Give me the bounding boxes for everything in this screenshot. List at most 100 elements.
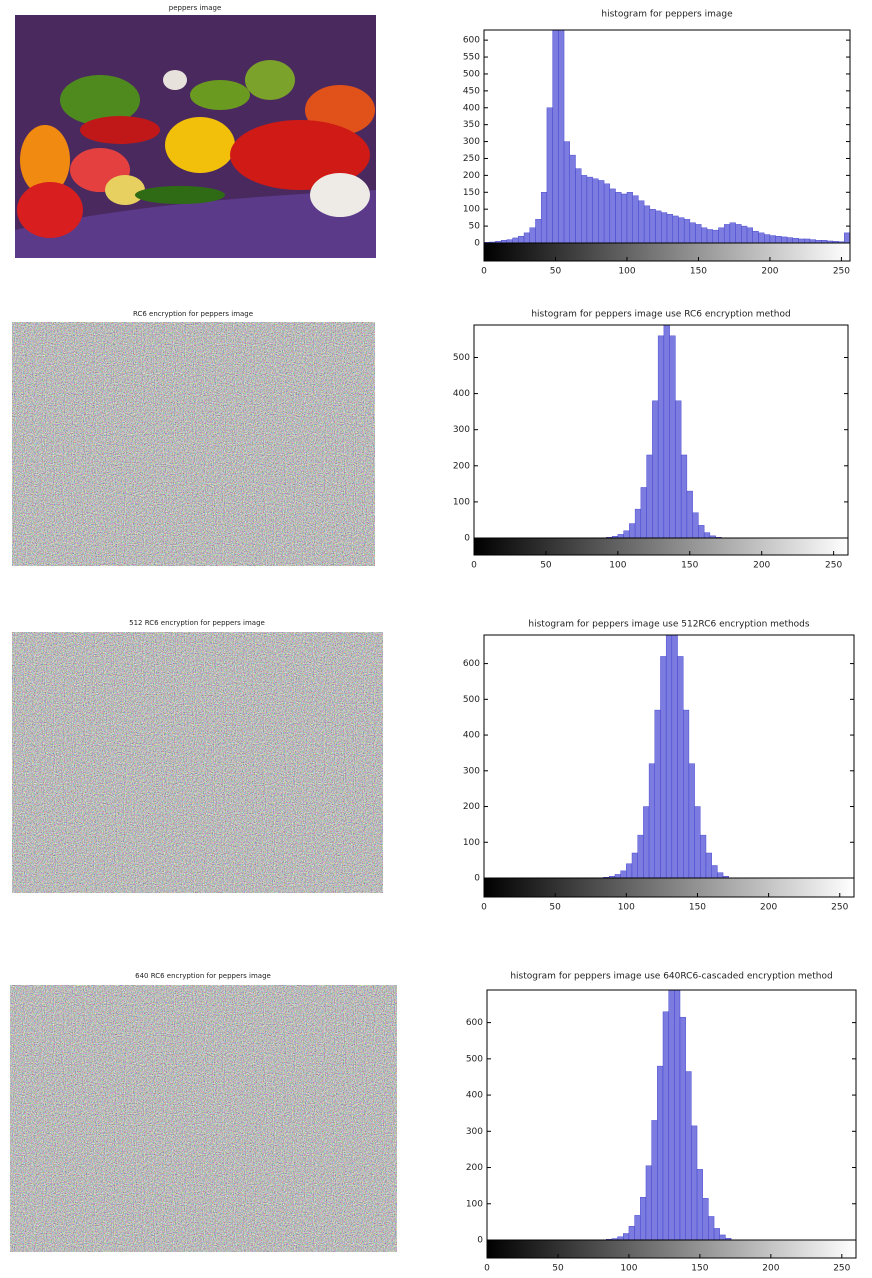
bar — [691, 1125, 698, 1240]
bar — [666, 214, 673, 243]
y-tick-label: 600 — [466, 1018, 483, 1028]
bar — [698, 525, 705, 538]
bar — [540, 192, 548, 243]
chart-title: histogram for peppers image — [601, 10, 733, 20]
bar — [678, 217, 685, 243]
bar — [702, 1198, 709, 1240]
bar — [615, 192, 622, 243]
x-tick-label: 250 — [833, 1264, 850, 1274]
y-tick-label: 0 — [474, 239, 480, 249]
bar — [804, 238, 811, 243]
plot-frame — [483, 29, 851, 244]
image-title: RC6 encryption for peppers image — [133, 310, 253, 318]
bar — [628, 1226, 635, 1240]
bar — [719, 1234, 726, 1240]
y-tick-label: 100 — [463, 205, 480, 215]
x-tick-label: 50 — [540, 561, 552, 571]
bar — [575, 168, 582, 243]
bar — [672, 215, 679, 243]
x-tick-label: 100 — [609, 561, 626, 571]
x-tick-label: 200 — [762, 1264, 779, 1274]
bar — [705, 852, 712, 878]
y-tick-label: 500 — [466, 1054, 483, 1064]
encrypted-image — [12, 632, 383, 893]
bar — [529, 227, 536, 243]
bar — [620, 870, 627, 878]
bar — [617, 534, 624, 538]
bar — [706, 229, 713, 243]
y-tick-label: 500 — [463, 695, 480, 705]
y-tick-label: 100 — [453, 497, 470, 507]
bar — [657, 1065, 664, 1240]
bar — [552, 30, 559, 243]
y-tick-label: 600 — [463, 659, 480, 669]
bar — [563, 141, 570, 243]
bar — [700, 834, 707, 878]
bar — [631, 852, 638, 878]
bar — [632, 195, 639, 243]
y-tick-label: 500 — [453, 353, 470, 363]
gray-colorbar — [483, 242, 851, 262]
bar — [786, 237, 794, 243]
x-tick-label: 0 — [481, 903, 487, 913]
y-tick-label: 0 — [477, 1236, 483, 1246]
bar — [645, 1165, 652, 1240]
y-tick-label: 400 — [463, 731, 480, 741]
bar — [781, 236, 788, 243]
bar — [652, 400, 659, 538]
bar — [709, 535, 716, 538]
y-tick-label: 400 — [463, 103, 480, 113]
bar — [626, 192, 633, 243]
bar — [634, 1215, 641, 1240]
bar — [752, 230, 759, 243]
y-tick-label: 450 — [463, 86, 480, 96]
image-title: 512 RC6 encryption for peppers image — [129, 619, 265, 627]
bar — [675, 400, 682, 538]
x-tick-label: 50 — [552, 1264, 564, 1274]
bar — [648, 763, 655, 878]
x-tick-label: 0 — [484, 1264, 490, 1274]
gray-colorbar — [473, 537, 849, 556]
gray-colorbar — [486, 1239, 857, 1259]
y-tick-label: 400 — [466, 1091, 483, 1101]
bar — [638, 200, 645, 243]
bar — [764, 234, 771, 243]
bar — [535, 219, 542, 243]
bar — [634, 508, 642, 538]
bar — [685, 1071, 692, 1240]
bar — [623, 530, 630, 538]
x-tick-label: 200 — [761, 267, 778, 277]
bars — [603, 635, 729, 878]
y-tick-label: 150 — [463, 188, 480, 198]
chart-title: histogram for peppers image use RC6 encr… — [531, 310, 790, 320]
bars — [606, 325, 722, 538]
x-tick-label: 250 — [833, 267, 850, 277]
bar — [694, 806, 701, 878]
bar — [686, 490, 693, 538]
y-tick-label: 200 — [466, 1163, 483, 1173]
y-tick-label: 100 — [466, 1199, 483, 1209]
bar — [614, 874, 621, 878]
bar — [640, 487, 647, 538]
y-tick-label: 550 — [463, 53, 480, 63]
x-tick-label: 250 — [825, 561, 842, 571]
bar — [729, 222, 736, 243]
bar — [649, 208, 656, 243]
y-tick-label: 200 — [463, 802, 480, 812]
x-tick-label: 250 — [831, 903, 848, 913]
x-tick-label: 150 — [681, 561, 698, 571]
x-tick-label: 200 — [760, 903, 777, 913]
bar — [512, 237, 519, 243]
bar — [679, 1016, 686, 1240]
bar — [640, 1197, 647, 1240]
bar — [677, 656, 684, 878]
y-tick-label: 600 — [463, 36, 480, 46]
bar — [718, 227, 725, 243]
bar — [683, 709, 690, 878]
bars — [484, 30, 850, 243]
bar — [637, 834, 644, 878]
bar — [623, 1233, 630, 1240]
bar — [663, 325, 670, 538]
